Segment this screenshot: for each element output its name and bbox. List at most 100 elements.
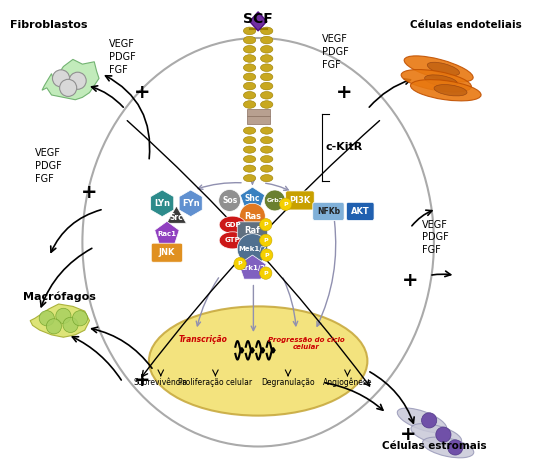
Text: JNK: JNK xyxy=(159,248,175,257)
Ellipse shape xyxy=(243,156,256,162)
Ellipse shape xyxy=(397,408,447,433)
Ellipse shape xyxy=(260,156,273,162)
Text: Shc: Shc xyxy=(245,194,260,203)
FancyBboxPatch shape xyxy=(286,191,314,210)
Polygon shape xyxy=(166,206,186,223)
Ellipse shape xyxy=(260,127,273,134)
Text: Sos: Sos xyxy=(222,196,237,205)
Ellipse shape xyxy=(425,75,458,86)
Circle shape xyxy=(53,70,70,87)
Text: Proliferação celular: Proliferação celular xyxy=(178,378,252,387)
Ellipse shape xyxy=(260,27,273,35)
Polygon shape xyxy=(42,59,99,100)
Text: P: P xyxy=(284,202,288,207)
Circle shape xyxy=(72,311,88,326)
Text: Rac1: Rac1 xyxy=(157,231,177,237)
Text: Fibroblastos: Fibroblastos xyxy=(10,19,88,30)
Ellipse shape xyxy=(243,55,256,62)
Ellipse shape xyxy=(410,80,481,101)
Ellipse shape xyxy=(260,146,273,153)
Text: +: + xyxy=(336,83,352,102)
Ellipse shape xyxy=(260,82,273,90)
Text: Sobrevivência: Sobrevivência xyxy=(134,378,188,387)
Ellipse shape xyxy=(243,127,256,134)
Circle shape xyxy=(39,311,54,326)
Polygon shape xyxy=(240,187,265,208)
Text: FYn: FYn xyxy=(182,199,200,208)
Ellipse shape xyxy=(219,216,246,233)
Circle shape xyxy=(436,427,451,442)
Text: Macrófagos: Macrófagos xyxy=(23,292,96,302)
Ellipse shape xyxy=(260,92,273,99)
Ellipse shape xyxy=(260,46,273,53)
Text: GTP: GTP xyxy=(224,238,241,243)
Ellipse shape xyxy=(434,85,467,96)
Text: +: + xyxy=(134,370,150,389)
Ellipse shape xyxy=(243,175,256,182)
Text: VEGF
PDGF
FGF: VEGF PDGF FGF xyxy=(108,39,135,75)
Circle shape xyxy=(259,267,272,279)
Text: AKT: AKT xyxy=(351,207,369,216)
Circle shape xyxy=(237,234,267,264)
Circle shape xyxy=(448,440,463,455)
Text: Mek1/2: Mek1/2 xyxy=(238,246,267,252)
Ellipse shape xyxy=(149,306,367,416)
Ellipse shape xyxy=(260,55,273,62)
Ellipse shape xyxy=(243,73,256,81)
Ellipse shape xyxy=(243,27,256,35)
Circle shape xyxy=(56,308,71,323)
Text: P: P xyxy=(264,253,269,257)
Text: SCF: SCF xyxy=(243,12,273,26)
Circle shape xyxy=(240,203,265,229)
Ellipse shape xyxy=(260,101,273,108)
Polygon shape xyxy=(250,12,267,31)
FancyBboxPatch shape xyxy=(151,243,183,262)
Text: Src: Src xyxy=(170,213,183,222)
Polygon shape xyxy=(151,190,173,217)
Ellipse shape xyxy=(423,437,474,458)
Circle shape xyxy=(234,257,246,270)
FancyBboxPatch shape xyxy=(313,202,344,220)
Circle shape xyxy=(259,234,272,247)
Ellipse shape xyxy=(260,73,273,81)
Circle shape xyxy=(219,190,241,211)
Text: +: + xyxy=(81,183,98,202)
Ellipse shape xyxy=(404,56,473,82)
Text: +: + xyxy=(400,425,416,444)
Circle shape xyxy=(260,249,273,261)
Ellipse shape xyxy=(243,101,256,108)
Text: Erk1/2: Erk1/2 xyxy=(240,266,265,271)
FancyBboxPatch shape xyxy=(346,202,374,220)
Ellipse shape xyxy=(260,36,273,44)
Ellipse shape xyxy=(260,64,273,72)
Ellipse shape xyxy=(243,36,256,44)
Text: GDP: GDP xyxy=(224,222,241,228)
Polygon shape xyxy=(179,190,202,217)
FancyBboxPatch shape xyxy=(246,116,270,124)
Text: LYn: LYn xyxy=(154,199,170,208)
Text: P: P xyxy=(264,222,268,227)
Text: P: P xyxy=(238,261,242,266)
Text: Células endoteliais: Células endoteliais xyxy=(410,19,522,30)
Text: P: P xyxy=(264,271,268,276)
Ellipse shape xyxy=(427,62,460,76)
Text: NFKb: NFKb xyxy=(317,207,340,216)
Circle shape xyxy=(60,79,77,96)
Circle shape xyxy=(69,72,86,89)
Ellipse shape xyxy=(219,232,246,249)
Text: c-KitR: c-KitR xyxy=(325,142,362,152)
Text: Angiogênese: Angiogênese xyxy=(323,378,372,387)
Ellipse shape xyxy=(260,175,273,182)
FancyBboxPatch shape xyxy=(246,109,270,116)
Circle shape xyxy=(46,319,62,334)
Text: P: P xyxy=(264,238,268,243)
Circle shape xyxy=(264,190,285,211)
Text: VEGF
PDGF
FGF: VEGF PDGF FGF xyxy=(422,220,449,255)
Circle shape xyxy=(280,198,292,210)
Ellipse shape xyxy=(243,46,256,53)
Text: Grb2: Grb2 xyxy=(266,198,284,203)
Polygon shape xyxy=(30,304,90,337)
Ellipse shape xyxy=(243,165,256,172)
FancyBboxPatch shape xyxy=(237,222,267,239)
Text: Raf: Raf xyxy=(244,226,260,235)
